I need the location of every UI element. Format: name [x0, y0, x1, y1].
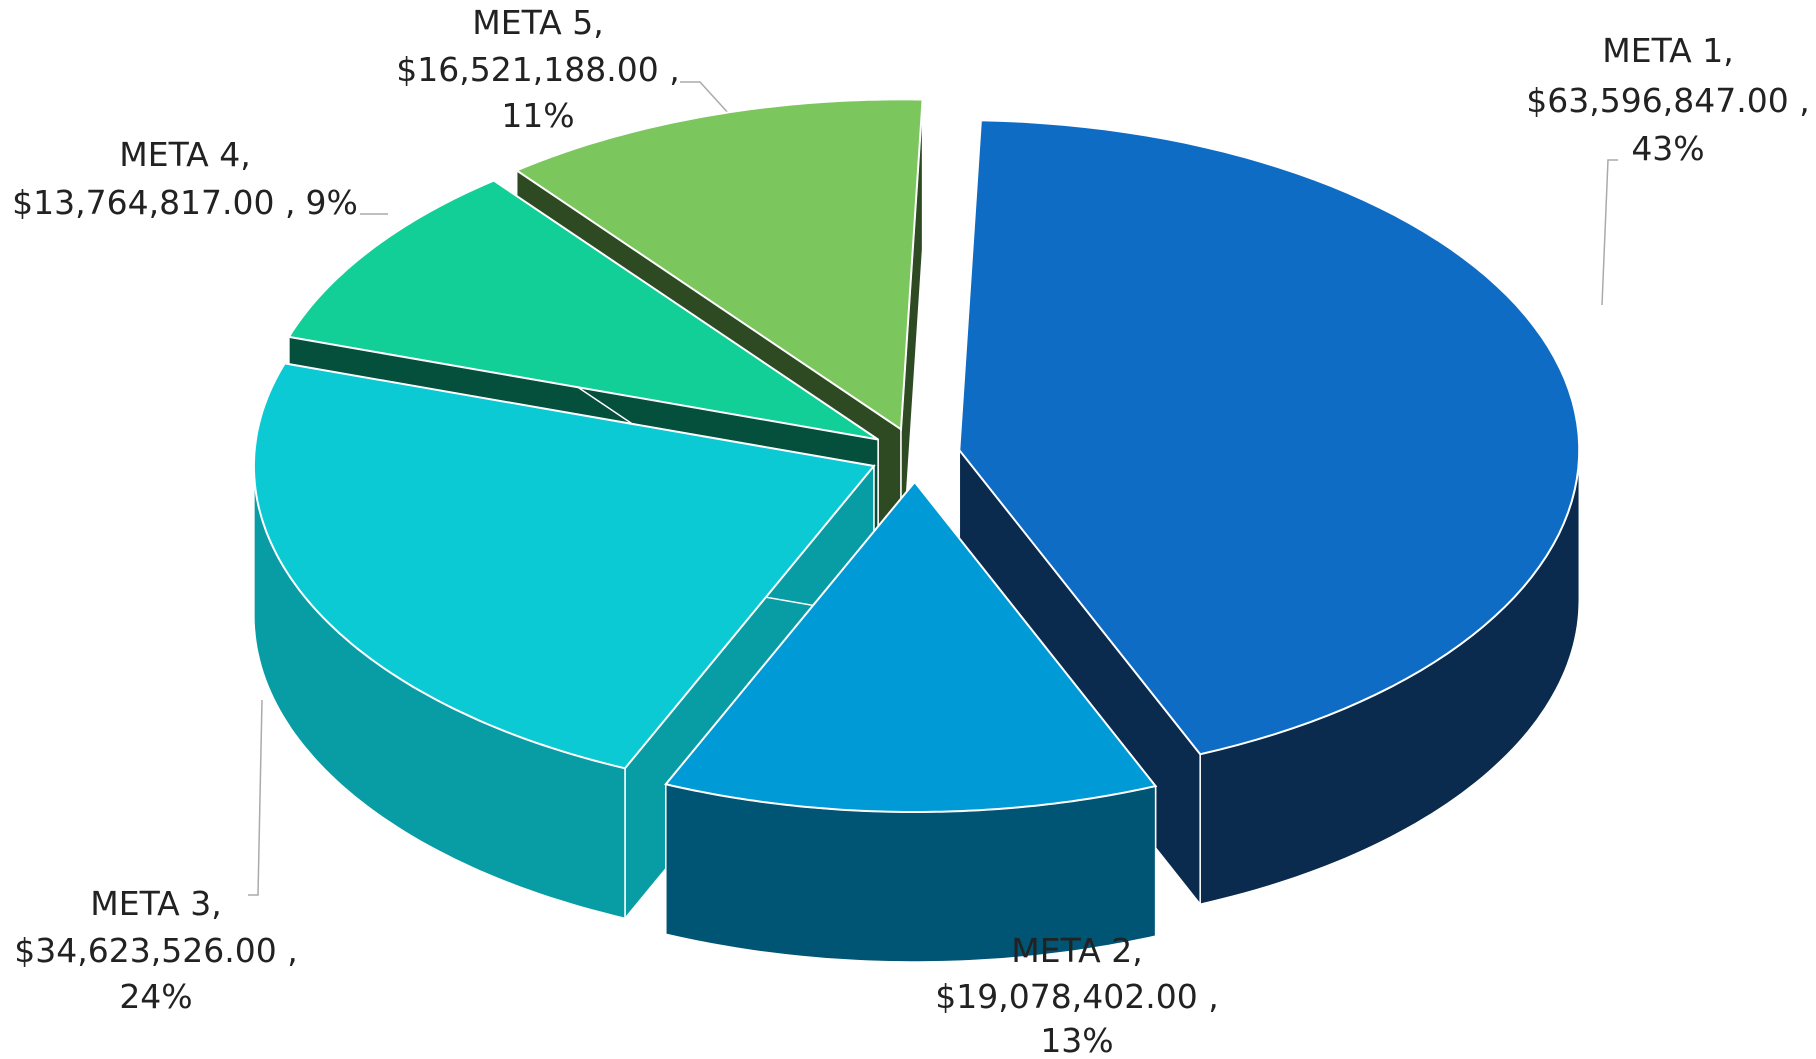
slice: [958, 119, 1581, 756]
data-label-part: META 3,: [90, 884, 221, 923]
data-label-part: META 5,: [472, 3, 603, 42]
data-label: META 1,: [1602, 31, 1733, 70]
data-label-part: $63,596,847.00 ,: [1526, 81, 1809, 120]
data-label: META 3,: [90, 884, 221, 923]
data-label-part: 11%: [501, 96, 574, 135]
data-label-part: $34,623,526.00 ,: [14, 931, 297, 970]
data-label-part: $13,764,817.00 ,: [12, 183, 295, 222]
data-label: $63,596,847.00 ,: [1526, 81, 1809, 120]
labels: META 1, $63,596,847.00 , 43% META 2, $19,078…: [12, 3, 1810, 1059]
slice: [514, 98, 924, 432]
data-label: $16,521,188.00 ,: [396, 50, 679, 89]
leader-line: [680, 81, 731, 116]
data-label-part: $19,078,402.00 ,: [935, 977, 1218, 1016]
slice: [287, 179, 879, 441]
data-label-part: 43%: [1631, 129, 1704, 168]
data-label-part: 13%: [1040, 1021, 1113, 1059]
data-label: $34,623,526.00 ,: [14, 931, 297, 970]
data-label-part: META 4,: [119, 135, 250, 174]
data-label: $19,078,402.00 ,: [935, 977, 1218, 1016]
data-label: 11%: [501, 96, 574, 135]
leader-lines: [248, 81, 1618, 896]
data-label: META 5,: [472, 3, 603, 42]
data-label-part: 24%: [119, 977, 192, 1016]
data-label-part: META 2,: [1011, 931, 1142, 970]
data-label: META 2,: [1011, 931, 1142, 970]
data-label-part: META 1,: [1602, 31, 1733, 70]
data-label: 43%: [1631, 129, 1704, 168]
slice: [252, 362, 876, 770]
slice: [664, 480, 1158, 813]
data-label-part: 9%: [306, 183, 358, 222]
slices: [252, 98, 1581, 963]
data-label-part: $16,521,188.00 ,: [396, 50, 679, 89]
data-label: 13%: [1040, 1021, 1113, 1059]
data-label: 24%: [119, 977, 192, 1016]
data-label: $13,764,817.00 , 9%: [12, 183, 358, 222]
leader-line: [248, 699, 263, 896]
data-label: META 4,: [119, 135, 250, 174]
leader-line: [1601, 159, 1618, 306]
